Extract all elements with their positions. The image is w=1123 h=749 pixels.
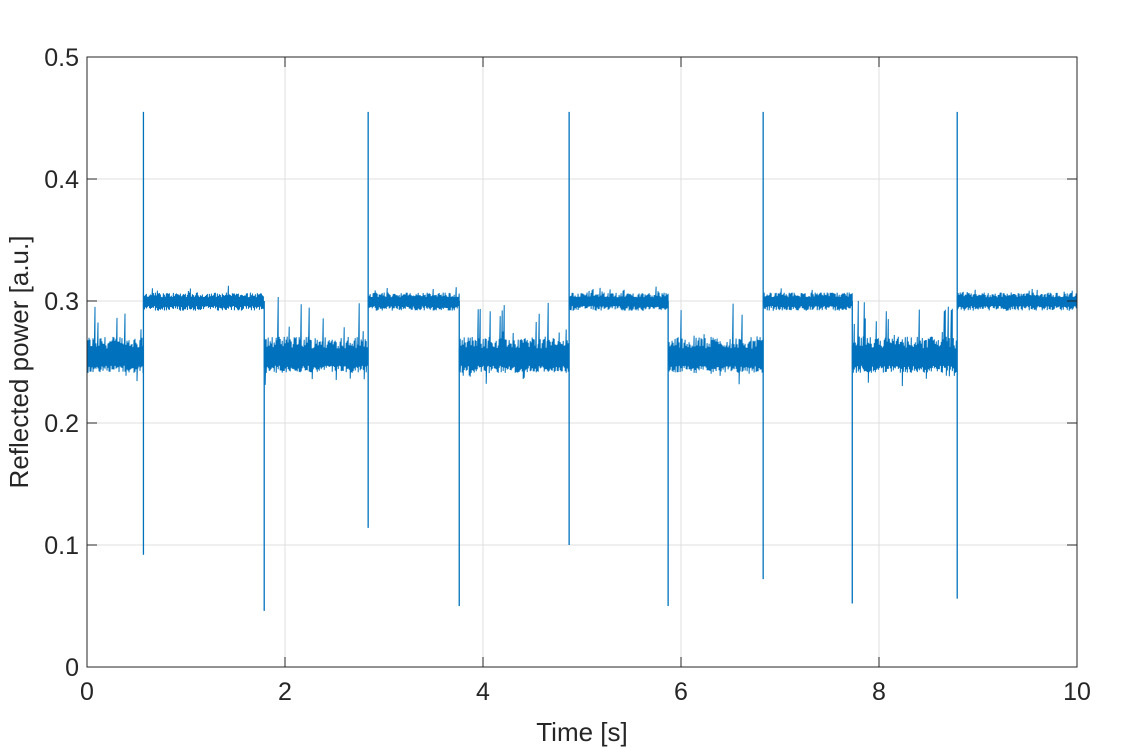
y-tick-label: 0.1 — [44, 532, 79, 560]
x-tick-label: 10 — [1063, 678, 1091, 706]
data-series — [86, 111, 1077, 611]
y-tick-label: 0.3 — [44, 288, 79, 316]
axes-box — [86, 56, 1078, 668]
segment-low — [667, 303, 764, 385]
y-axis-label: Reflected power [a.u.] — [4, 236, 34, 489]
segment-high — [568, 286, 669, 311]
segment-high — [956, 288, 1077, 311]
y-tick-label: 0.5 — [44, 44, 79, 72]
segment-low — [86, 306, 144, 382]
x-tick-label: 0 — [80, 678, 94, 706]
segment-low — [458, 302, 569, 384]
x-tick-label: 8 — [872, 678, 886, 706]
x-tick-label: 6 — [674, 678, 688, 706]
segment-high — [142, 285, 264, 311]
x-tick-label: 2 — [278, 678, 292, 706]
segment-low — [851, 300, 957, 387]
ticks: 0 2 4 6 8 10 0 0.1 0.2 0.3 0.4 0.5 — [44, 44, 1091, 706]
x-tick-label: 4 — [476, 678, 490, 706]
y-tick-label: 0.2 — [44, 410, 79, 438]
segment-high — [367, 287, 460, 311]
x-axis-label: Time [s] — [536, 717, 627, 747]
segment-low — [263, 296, 368, 385]
y-tick-label: 0 — [65, 654, 79, 682]
y-tick-label: 0.4 — [44, 166, 79, 194]
segment-high — [762, 288, 853, 311]
